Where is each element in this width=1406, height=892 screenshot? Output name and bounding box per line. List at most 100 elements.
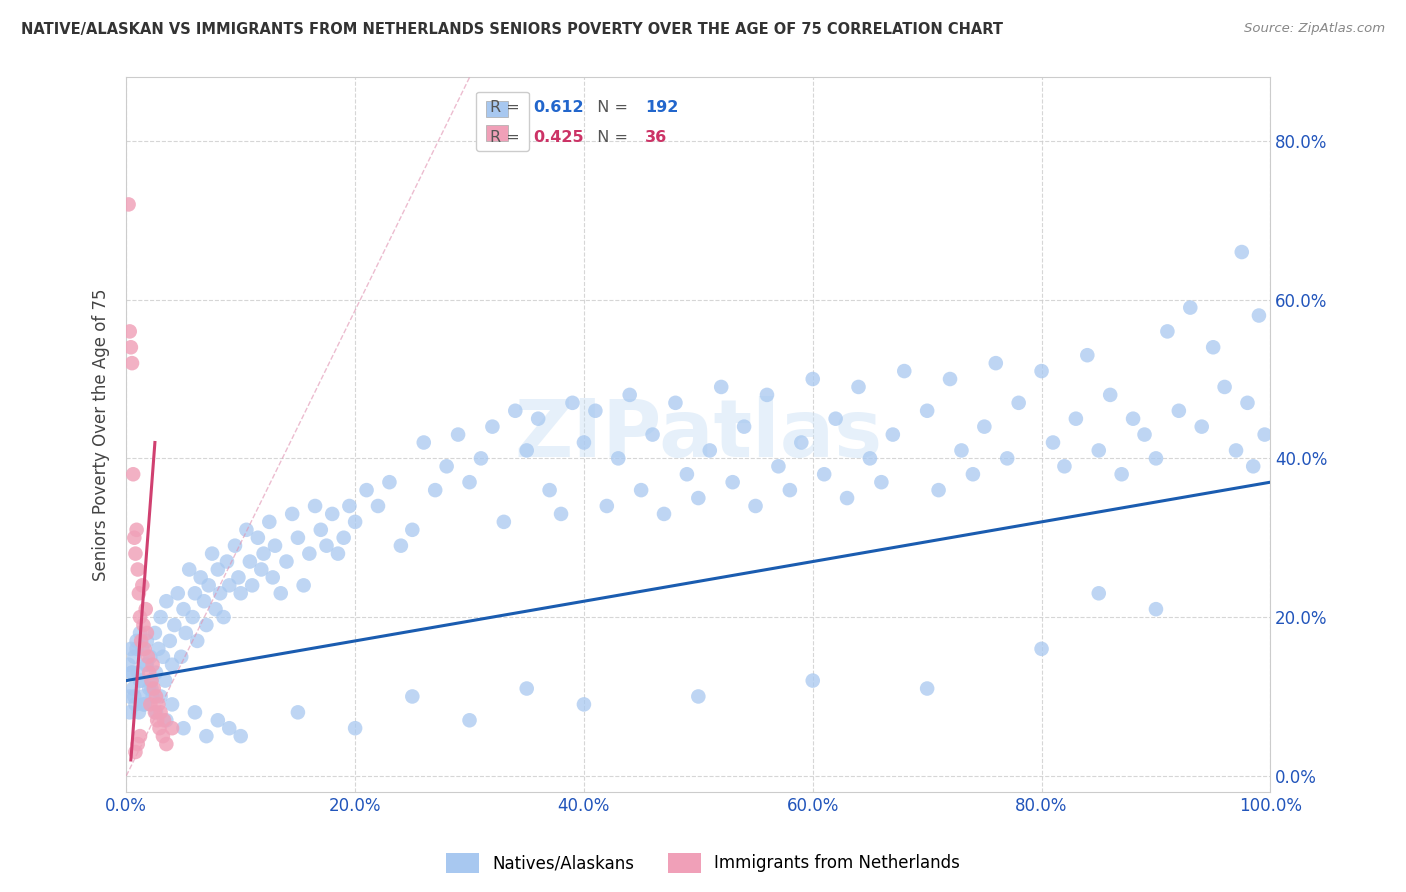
Point [195, 618, 218, 632]
Point [128, 586, 150, 600]
Point [207, 713, 229, 727]
Point [835, 491, 858, 505]
Point [129, 673, 152, 688]
Point [315, 539, 337, 553]
Point [262, 570, 284, 584]
Point [962, 467, 984, 482]
Point [118, 325, 141, 339]
Point [149, 610, 172, 624]
Point [127, 737, 149, 751]
Point [124, 698, 146, 712]
Point [652, 507, 675, 521]
Point [125, 523, 148, 537]
Point [1008, 396, 1031, 410]
Point [197, 578, 219, 592]
Point [572, 435, 595, 450]
Point [252, 547, 274, 561]
Point [401, 690, 423, 704]
Point [135, 657, 157, 672]
Point [121, 356, 143, 370]
Point [412, 435, 434, 450]
Point [1253, 427, 1275, 442]
Point [146, 713, 169, 727]
Point [1111, 467, 1133, 482]
Point [181, 610, 204, 624]
Point [193, 594, 215, 608]
Point [117, 197, 139, 211]
Point [173, 602, 195, 616]
Point [801, 372, 824, 386]
Point [135, 634, 157, 648]
Point [170, 649, 193, 664]
Point [135, 602, 157, 616]
Point [1031, 364, 1053, 378]
Point [174, 626, 197, 640]
Point [204, 602, 226, 616]
Point [1087, 586, 1109, 600]
Point [995, 451, 1018, 466]
Point [1076, 348, 1098, 362]
Point [447, 427, 470, 442]
Point [141, 673, 163, 688]
Point [813, 467, 835, 482]
Point [939, 372, 962, 386]
Point [215, 555, 238, 569]
Point [264, 539, 287, 553]
Point [572, 698, 595, 712]
Point [492, 515, 515, 529]
Point [367, 499, 389, 513]
Point [139, 649, 162, 664]
Point [124, 745, 146, 759]
Point [756, 388, 779, 402]
Point [516, 681, 538, 696]
Point [801, 673, 824, 688]
Point [292, 578, 315, 592]
Point [281, 507, 304, 521]
Point [229, 586, 252, 600]
Point [184, 586, 207, 600]
Point [127, 665, 149, 680]
Point [356, 483, 378, 497]
Point [596, 499, 619, 513]
Point [298, 547, 321, 561]
Point [1144, 602, 1167, 616]
Text: Source: ZipAtlas.com: Source: ZipAtlas.com [1244, 22, 1385, 36]
Legend: Natives/Alaskans, Immigrants from Netherlands: Natives/Alaskans, Immigrants from Nether… [439, 847, 967, 880]
Point [503, 403, 526, 417]
Point [125, 641, 148, 656]
Point [166, 586, 188, 600]
Point [339, 499, 361, 513]
Point [848, 380, 870, 394]
Point [152, 729, 174, 743]
Point [1247, 309, 1270, 323]
Point [824, 411, 846, 425]
Point [1122, 411, 1144, 425]
Point [1144, 451, 1167, 466]
Point [121, 665, 143, 680]
Text: N =: N = [586, 130, 633, 145]
Point [550, 507, 572, 521]
Point [209, 586, 232, 600]
Point [173, 721, 195, 735]
Point [129, 634, 152, 648]
Point [124, 531, 146, 545]
Point [195, 729, 218, 743]
Point [117, 657, 139, 672]
Point [132, 698, 155, 712]
Point [699, 443, 721, 458]
Point [145, 690, 167, 704]
Point [125, 634, 148, 648]
Point [240, 578, 263, 592]
Point [641, 427, 664, 442]
Point [344, 515, 367, 529]
Point [664, 396, 686, 410]
Point [129, 673, 152, 688]
Point [1053, 459, 1076, 474]
Point [155, 737, 177, 751]
Point [882, 427, 904, 442]
Point [344, 721, 367, 735]
Point [122, 681, 145, 696]
Point [149, 706, 172, 720]
Y-axis label: Seniors Poverty Over the Age of 75: Seniors Poverty Over the Age of 75 [93, 288, 110, 581]
Point [688, 491, 710, 505]
